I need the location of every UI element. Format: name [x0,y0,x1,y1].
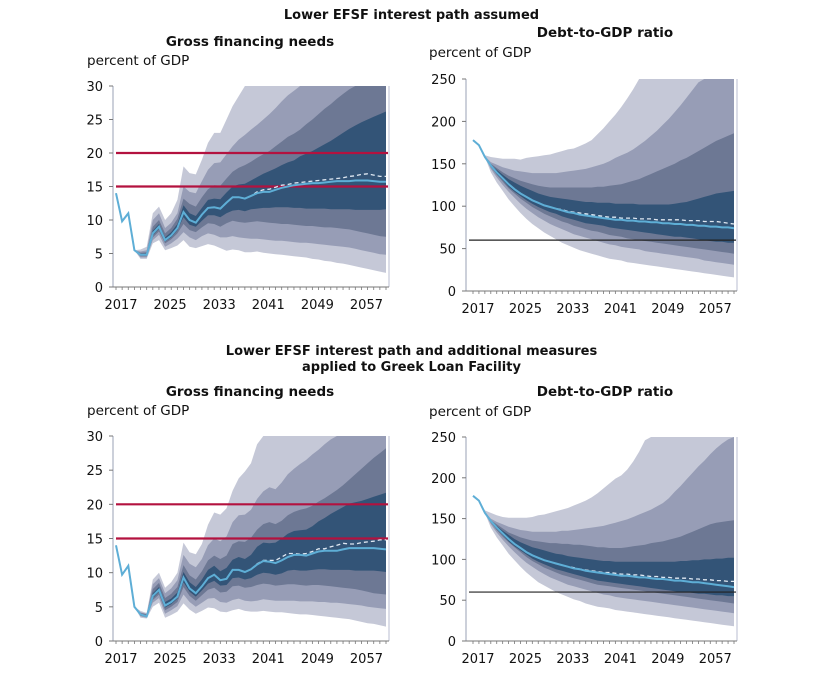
x-tick-label: 2025 [154,298,187,313]
x-tick-label: 2041 [252,298,285,313]
y-tick-label: 0 [448,635,456,650]
y-tick-label: 5 [95,248,103,263]
y-tick-label: 20 [86,147,103,162]
y-unit-dgdp-2: percent of GDP [429,404,532,420]
x-tick-label: 2017 [461,652,494,667]
x-tick-label: 2049 [301,652,334,667]
y-tick-label: 0 [95,635,103,650]
y-tick-label: 10 [86,567,103,582]
y-tick-label: 25 [86,114,103,129]
y-tick-label: 150 [431,158,456,173]
x-tick-label: 2017 [104,652,137,667]
x-tick-label: 2041 [604,302,637,317]
chart-dgdp-1: 0 50 100 150 200 250 2017 2025 2033 2041 2049 2057 [431,73,738,317]
x-tick-label: 2033 [556,302,589,317]
section-title-2-line-2: applied to Greek Loan Facility [302,360,521,375]
y-tick-label: 100 [431,553,456,568]
y-tick-label: 0 [95,281,103,296]
section-title-2-line-1: Lower EFSF interest path and additional … [225,344,598,359]
chart-title-dgdp-2: Debt-to-GDP ratio [536,384,674,400]
chart-title-dgdp-1: Debt-to-GDP ratio [536,25,674,41]
x-tick-label: 2033 [203,652,236,667]
y-tick-label: 30 [86,430,103,445]
baseline-dashed-line [472,139,735,225]
x-tick-label: 2025 [509,652,542,667]
y-tick-label: 250 [431,431,456,446]
chart-title-gfn-1: Gross financing needs [165,34,335,50]
x-tick-label: 2057 [350,298,383,313]
fan-band-inner [473,495,734,597]
x-tick-label: 2025 [509,302,542,317]
x-tick-label: 2017 [461,302,494,317]
fan-band-inner [116,111,386,256]
x-tick-label: 2057 [350,652,383,667]
x-tick-label: 2041 [252,652,285,667]
y-tick-label: 100 [431,200,456,215]
y-tick-label: 10 [86,214,103,229]
x-tick-label: 2049 [301,298,334,313]
y-tick-label: 50 [439,594,456,609]
y-unit-gfn-1: percent of GDP [87,53,190,69]
fan-band-inner [473,140,734,243]
median-line [115,179,386,256]
y-tick-label: 250 [431,73,456,88]
y-tick-label: 200 [431,472,456,487]
median-line [472,139,735,230]
y-tick-label: 150 [431,513,456,528]
x-tick-label: 2041 [604,652,637,667]
y-tick-label: 50 [439,243,456,258]
x-tick-label: 2049 [651,302,684,317]
x-tick-label: 2033 [203,298,236,313]
y-tick-label: 200 [431,115,456,130]
x-tick-label: 2057 [699,652,732,667]
section-title-1: Lower EFSF interest path assumed [0,8,823,24]
y-tick-label: 0 [448,285,456,300]
chart-title-gfn-2: Gross financing needs [165,384,335,400]
x-tick-label: 2025 [154,652,187,667]
median-line [472,495,735,589]
section-title-2: Lower EFSF interest path and additional … [0,344,823,376]
y-tick-label: 15 [86,533,103,548]
x-tick-label: 2057 [699,302,732,317]
y-tick-label: 15 [86,181,103,196]
y-tick-label: 20 [86,498,103,513]
y-tick-label: 5 [95,601,103,616]
fan-band-inner [116,492,386,618]
x-tick-label: 2033 [556,652,589,667]
section-title-1-line-1: Lower EFSF interest path assumed [283,8,540,23]
x-tick-label: 2049 [651,652,684,667]
y-tick-label: 25 [86,464,103,479]
y-tick-label: 30 [86,80,103,95]
chart-dgdp-2: 0 50 100 150 200 250 2017 2025 2033 2041 2049 2057 [431,431,738,667]
y-unit-dgdp-1: percent of GDP [429,45,532,61]
y-unit-gfn-2: percent of GDP [87,403,190,419]
x-tick-label: 2017 [104,298,137,313]
median-line [115,545,387,618]
